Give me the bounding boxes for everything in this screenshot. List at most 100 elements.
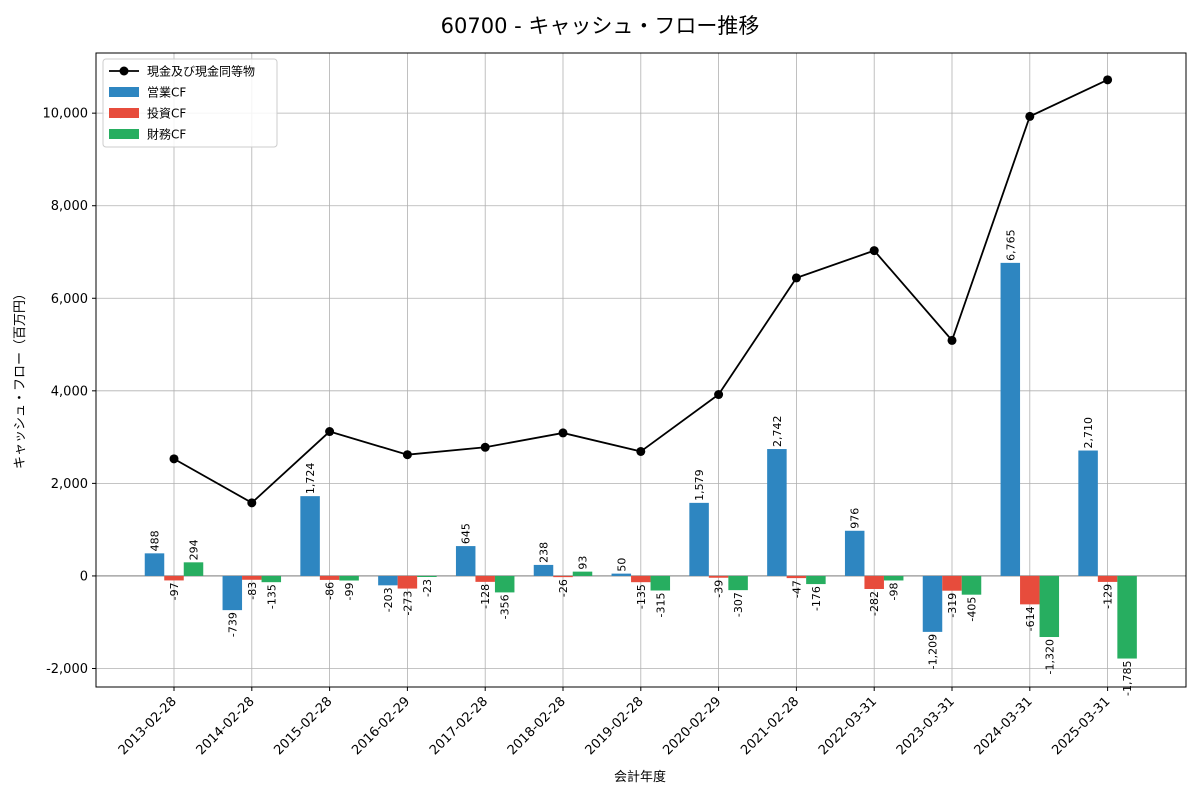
legend-swatch (109, 87, 139, 97)
cash-balance-point (402, 450, 412, 460)
x-tick-label: 2021-02-28 (738, 694, 802, 758)
x-tick-label: 2022-03-31 (816, 694, 880, 758)
x-tick-label: 2023-03-31 (894, 694, 958, 758)
bar-value-label: -1,785 (1121, 661, 1134, 696)
bar-value-label: -39 (713, 580, 726, 598)
bar-value-label: 488 (149, 530, 162, 551)
y-axis-label: キャッシュ・フロー（百万円） (13, 287, 28, 469)
bar-value-label: -135 (635, 584, 648, 609)
legend-swatch (109, 129, 139, 139)
bar (806, 575, 826, 585)
x-tick-label: 2024-03-31 (972, 694, 1036, 758)
y-tick-label: 4,000 (51, 384, 88, 399)
bar (650, 575, 671, 591)
x-tick-label: 2015-02-28 (271, 694, 335, 758)
chart-title: 60700 - キャッシュ・フロー推移 (441, 14, 760, 38)
bar (767, 449, 787, 576)
bar-value-label: -273 (401, 591, 414, 616)
bar-value-label: -176 (810, 586, 823, 611)
y-tick-label: 6,000 (51, 292, 88, 307)
bar-value-label: -23 (421, 579, 434, 597)
cash-balance-point (247, 498, 257, 508)
x-tick-label: 2016-02-29 (349, 694, 413, 758)
x-tick-label: 2013-02-28 (116, 694, 180, 758)
bar-value-label: 50 (615, 558, 628, 572)
bar (553, 575, 573, 578)
bar-value-label: -356 (499, 594, 512, 619)
bar (183, 562, 204, 576)
bar (533, 564, 554, 576)
x-tick-label: 2014-02-28 (194, 694, 258, 758)
x-tick-label: 2020-02-29 (660, 694, 724, 758)
cash-balance-point (791, 273, 801, 283)
line-layer (169, 75, 1113, 508)
bar-value-label: 294 (188, 539, 201, 560)
plot-frame (95, 52, 1187, 688)
bar (417, 575, 437, 577)
bar-value-label: -1,320 (1043, 639, 1056, 674)
bar-value-label: -26 (557, 579, 570, 597)
cash-balance-point (558, 428, 568, 438)
bar-value-label: -315 (654, 593, 667, 618)
cash-balance-point (1103, 75, 1113, 85)
cash-balance-point (169, 454, 179, 464)
y-tick-label: 2,000 (51, 477, 88, 492)
cash-balance-point (714, 390, 724, 400)
y-tick-label: 0 (80, 569, 88, 584)
bar (494, 575, 515, 593)
bar-value-label: -405 (966, 597, 979, 622)
bar (1000, 262, 1021, 576)
bar (942, 575, 962, 591)
cash-balance-point (636, 446, 646, 456)
bar (397, 575, 418, 589)
bar (242, 575, 262, 580)
bar (844, 530, 865, 576)
bar (1117, 575, 1137, 659)
x-axis-label: 会計年度 (614, 769, 666, 785)
bar (222, 575, 243, 611)
bar-value-label: -614 (1024, 606, 1037, 631)
bar (864, 575, 884, 589)
y-tick-label: 8,000 (51, 199, 88, 214)
bar (455, 546, 476, 576)
legend-label: 現金及び現金同等物 (147, 64, 255, 79)
bar-value-label: -129 (1102, 584, 1115, 609)
legend-box (102, 58, 278, 148)
bar-value-label: -319 (946, 593, 959, 618)
cash-balance-point (1025, 111, 1035, 121)
bar (475, 575, 495, 582)
bar-value-label: 1,579 (693, 469, 706, 501)
bar-value-label: -203 (382, 587, 395, 612)
bar-value-label: -282 (868, 591, 881, 616)
bar-value-label: 2,742 (771, 416, 784, 448)
bar (728, 575, 748, 591)
legend-label: 営業CF (147, 86, 186, 100)
bar-value-label: 1,724 (304, 463, 317, 495)
cash-balance-point (480, 442, 490, 452)
bar-value-label: -98 (888, 582, 901, 600)
bar (319, 575, 340, 580)
bar (1039, 575, 1060, 638)
bar (961, 575, 982, 595)
bar-value-label: -135 (265, 584, 278, 609)
bar-value-label: -47 (790, 580, 803, 598)
bar (339, 575, 359, 581)
bar (164, 575, 184, 581)
data-label-layer: 488 -739 1,724 -203 645 238 50 1,579 2,742 976 -1,… (149, 229, 1135, 696)
x-tick-label: 2025-03-31 (1049, 694, 1113, 758)
bar-value-label: -83 (246, 582, 259, 600)
bar-value-label: -97 (168, 582, 181, 600)
bar (1097, 575, 1118, 582)
bar (144, 553, 165, 576)
legend-swatch (109, 108, 139, 118)
bar-value-label: 2,710 (1082, 417, 1095, 449)
x-tick-label: 2017-02-28 (427, 694, 491, 758)
bar (261, 575, 282, 583)
bar (689, 502, 709, 576)
bar (708, 575, 729, 578)
bar (611, 573, 632, 576)
bar-value-label: -86 (324, 582, 337, 600)
bar-value-label: 6,765 (1004, 229, 1017, 261)
